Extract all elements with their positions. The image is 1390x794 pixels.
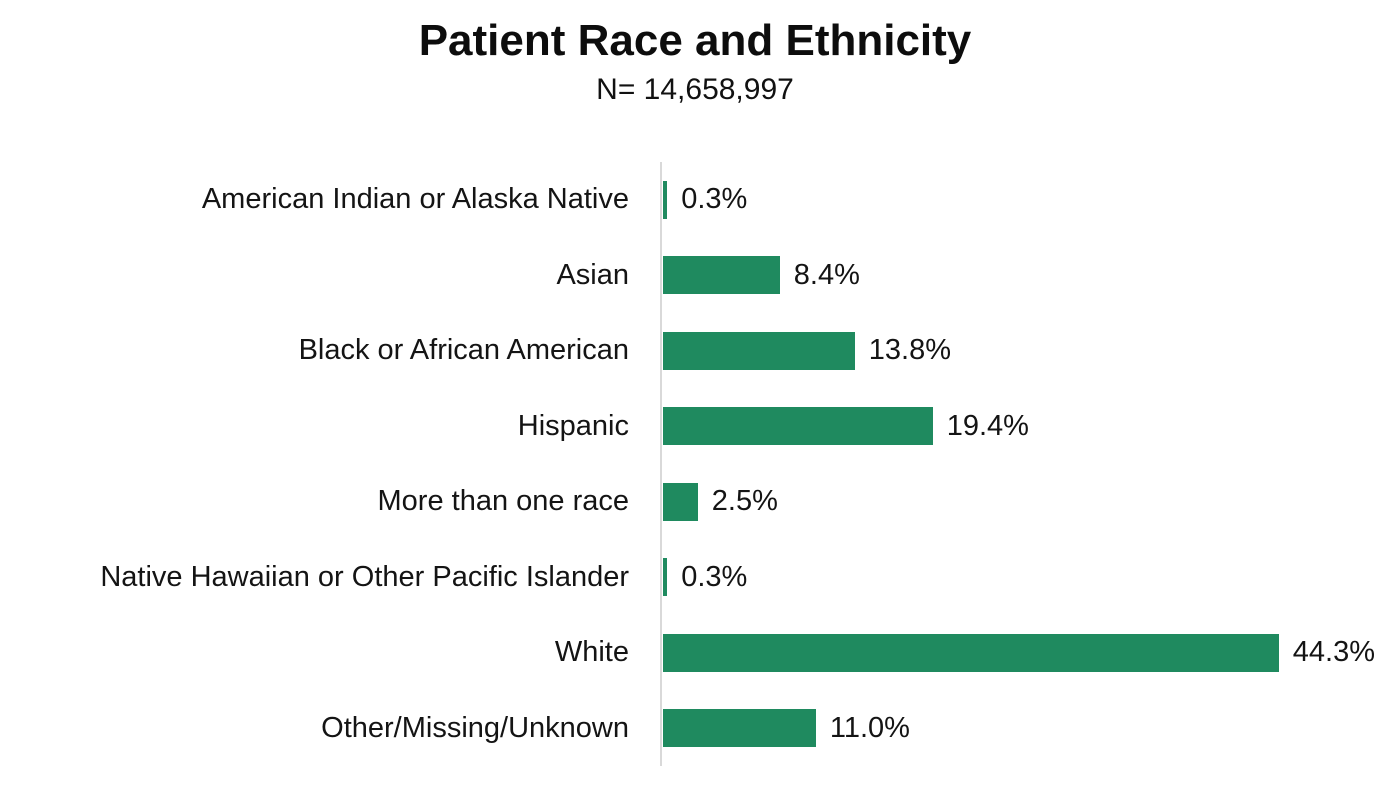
y-axis-line <box>660 162 662 766</box>
bar <box>663 256 780 295</box>
bar-area: 2.5% <box>663 464 1390 540</box>
bar <box>663 709 816 748</box>
chart-title: Patient Race and Ethnicity <box>418 16 972 65</box>
category-label: Asian <box>556 258 629 291</box>
bar <box>663 331 855 370</box>
bar-row: American Indian or Alaska Native 0.3% <box>0 162 1390 238</box>
bar-area: 11.0% <box>663 691 1390 767</box>
category-label: More than one race <box>377 485 629 518</box>
value-label: 44.3% <box>1292 636 1376 669</box>
category-label: White <box>554 636 629 669</box>
bar-rows: American Indian or Alaska Native 0.3% As… <box>0 162 1390 766</box>
bar <box>663 407 933 446</box>
value-label: 11.0% <box>829 711 910 744</box>
bar-chart: American Indian or Alaska Native 0.3% As… <box>0 162 1390 766</box>
bar-row: More than one race 2.5% <box>0 464 1390 540</box>
category-label: Black or African American <box>298 334 629 367</box>
value-label: 0.3% <box>681 560 748 593</box>
bar-row: Other/Missing/Unknown 11.0% <box>0 691 1390 767</box>
bar <box>663 558 668 597</box>
bar-area: 44.3% <box>663 615 1390 691</box>
bar-row: Native Hawaiian or Other Pacific Islande… <box>0 540 1390 616</box>
bar <box>663 633 1279 672</box>
bar <box>663 482 698 521</box>
value-label: 13.8% <box>868 334 952 367</box>
category-label: Other/Missing/Unknown <box>321 711 629 744</box>
bar <box>663 180 668 219</box>
bar-row: White 44.3% <box>0 615 1390 691</box>
bar-row: Black or African American 13.8% <box>0 313 1390 389</box>
value-label: 8.4% <box>793 258 860 291</box>
value-label: 19.4% <box>946 409 1029 442</box>
chart-header: Patient Race and Ethnicity N= 14,658,997 <box>0 16 1390 107</box>
category-label: Hispanic <box>517 409 629 442</box>
value-label: 2.5% <box>711 485 778 518</box>
category-label: Native Hawaiian or Other Pacific Islande… <box>100 560 629 593</box>
bar-row: Asian 8.4% <box>0 238 1390 314</box>
bar-area: 0.3% <box>663 540 1390 616</box>
category-label: American Indian or Alaska Native <box>201 183 629 216</box>
value-label: 0.3% <box>681 183 748 216</box>
bar-area: 19.4% <box>663 389 1390 465</box>
bar-row: Hispanic 19.4% <box>0 389 1390 465</box>
chart-subtitle: N= 14,658,997 <box>596 72 794 106</box>
bar-area: 13.8% <box>663 313 1390 389</box>
bar-area: 0.3% <box>663 162 1390 238</box>
bar-area: 8.4% <box>663 238 1390 314</box>
